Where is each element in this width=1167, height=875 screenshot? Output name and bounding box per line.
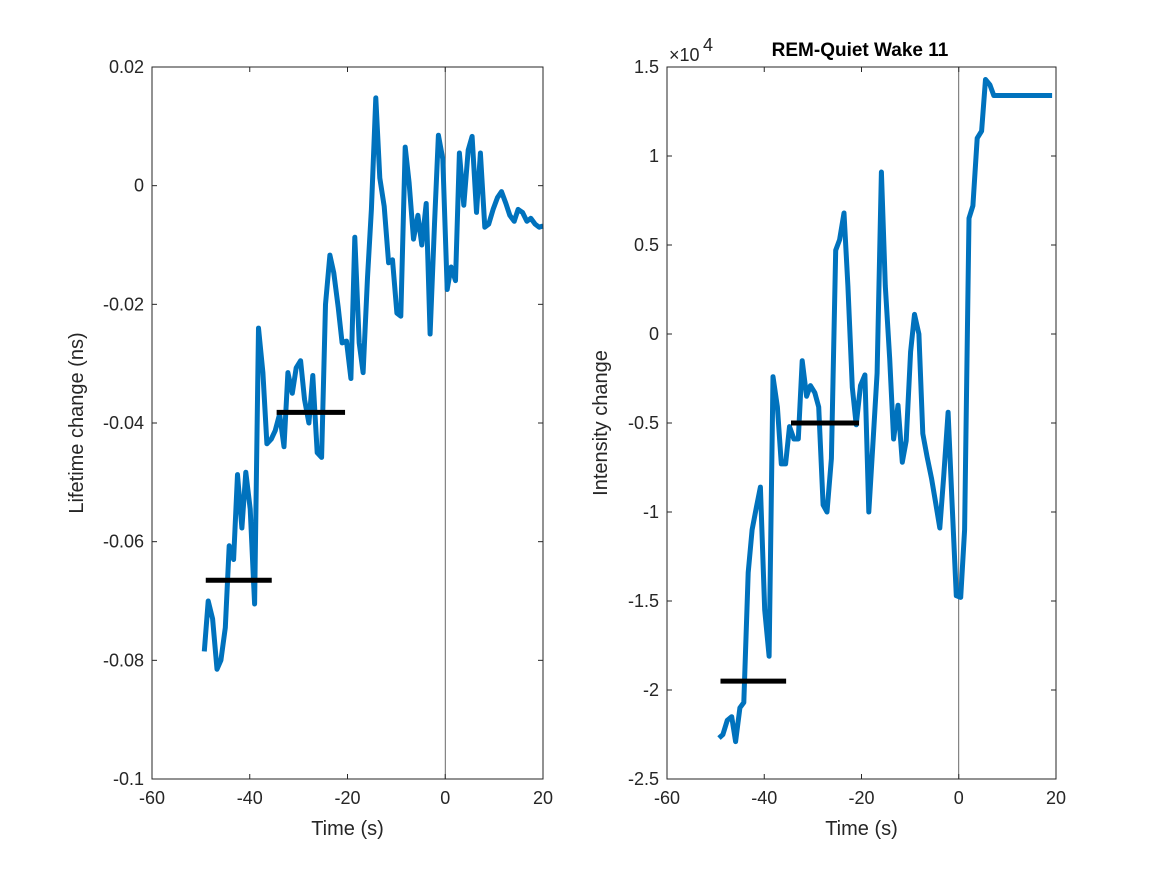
intensity-plot: -60 -40 -20 0 20 -2.5 -2 -1.5 -1 -0.5 0 0.5 1 1.5 Time… (590, 35, 1066, 840)
chart-1-title: REM-Quiet Wake 11 (772, 40, 949, 61)
chart-1-ytick-label-3: -1 (643, 502, 659, 522)
chart-0-ytick-label-0: -0.1 (113, 769, 144, 789)
chart-1-series-intensity-line (717, 77, 1053, 745)
chart-0-ytick-label-6: 0.02 (109, 57, 144, 77)
chart-1-ylabel: Intensity change (590, 350, 612, 496)
chart-0-xtick-label-1: -40 (237, 788, 263, 808)
chart-0-xlabel: Time (s) (311, 818, 384, 840)
chart-1-xtick-label-4: 20 (1046, 788, 1066, 808)
chart-0-ylabel: Lifetime change (ns) (66, 332, 88, 513)
chart-0-ytick-label-2: -0.06 (103, 532, 144, 552)
chart-1-ytick-label-1: -2 (643, 680, 659, 700)
chart-1-axes-box (666, 66, 1057, 780)
chart-1-ytick-label-6: 0.5 (634, 235, 659, 255)
chart-1-xtick-label-1: -40 (751, 788, 777, 808)
chart-1-ytick-label-2: -1.5 (628, 591, 659, 611)
chart-0-xtick-label-2: -20 (334, 788, 360, 808)
chart-1-ytick-label-8: 1.5 (634, 57, 659, 77)
chart-0-series-lifetime-line (201, 95, 544, 672)
chart-0-xtick-label-4: 20 (533, 788, 553, 808)
chart-0-xtick-label-0: -60 (139, 788, 165, 808)
chart-0-ytick-label-4: -0.02 (103, 294, 144, 314)
chart-0-ytick-label-1: -0.08 (103, 650, 144, 670)
chart-1-ytick-label-4: -0.5 (628, 413, 659, 433)
chart-1-xtick-label-2: -20 (848, 788, 874, 808)
chart-0-axes-box (151, 66, 544, 780)
chart-0-xtick-label-3: 0 (440, 788, 450, 808)
chart-1-ytick-label-0: -2.5 (628, 769, 659, 789)
chart-1-xtick-label-0: -60 (654, 788, 680, 808)
chart-1-ytick-label-7: 1 (649, 146, 659, 166)
lifetime-plot: -60 -40 -20 0 20 -0.1 -0.08 -0.06 -0.04 -0.02 0 0.0… (66, 57, 553, 840)
chart-1-xtick-label-3: 0 (954, 788, 964, 808)
chart-1-xlabel: Time (s) (825, 818, 898, 840)
chart-0-ytick-label-3: -0.04 (103, 413, 144, 433)
chart-1-exponent-label: ×10 (669, 45, 700, 65)
chart-1-exponent-power: 4 (703, 35, 713, 55)
chart-1-ytick-label-5: 0 (649, 324, 659, 344)
chart-0-ytick-label-5: 0 (134, 176, 144, 196)
